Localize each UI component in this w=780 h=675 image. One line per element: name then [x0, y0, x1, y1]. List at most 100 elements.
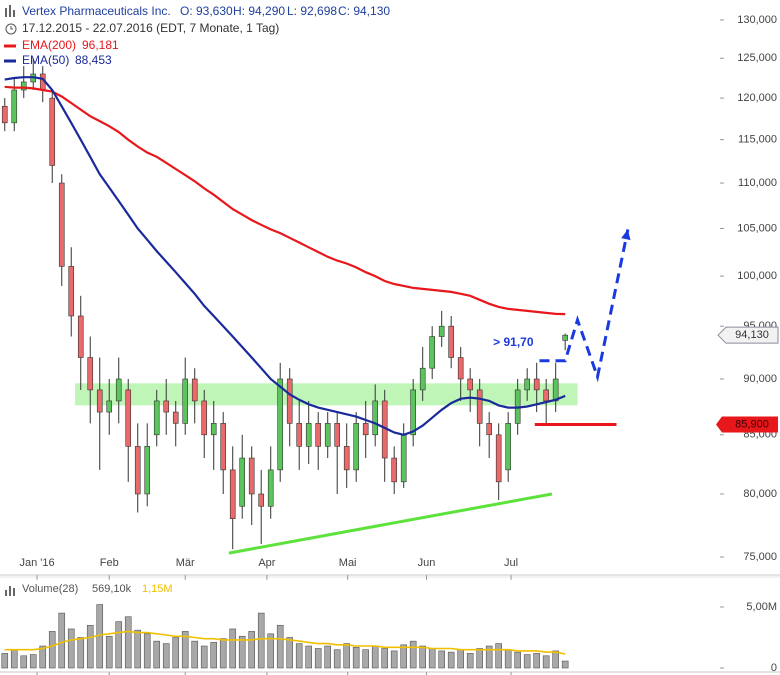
volume-bar — [29, 654, 37, 669]
x-tick-label: Apr — [258, 557, 275, 569]
volume-bar — [257, 612, 265, 669]
quote-value: H: 94,290 — [233, 4, 285, 18]
candle-body — [486, 423, 492, 436]
candle-body — [277, 378, 284, 471]
volume-bar — [504, 649, 512, 669]
volume-bar — [86, 624, 94, 669]
candle-body — [467, 378, 473, 391]
candle-body — [58, 182, 65, 267]
volume-bar — [10, 649, 18, 669]
volume-bar — [381, 648, 388, 669]
candle-body — [343, 446, 350, 471]
last-price-label: 94,130 — [735, 329, 769, 341]
volume-bar — [409, 640, 417, 669]
candle-body — [153, 400, 160, 436]
volume-title: Volume(28) — [22, 583, 78, 595]
candle-body — [267, 469, 274, 507]
clock-hand — [10, 26, 13, 30]
candle-body — [429, 336, 435, 369]
volume-bar — [476, 648, 483, 669]
volume-bar — [343, 643, 351, 669]
volume-icon — [13, 588, 15, 596]
quote-value: O: 93,630 — [180, 4, 233, 18]
candle-body — [1, 105, 8, 124]
quote-value: C: 94,130 — [338, 4, 390, 18]
level-label: 85,900 — [735, 418, 769, 430]
support-zone — [75, 383, 578, 406]
volume-bar — [438, 650, 445, 669]
candle-body — [210, 423, 217, 436]
volume-icon — [5, 590, 7, 596]
candle-body — [438, 325, 445, 337]
y-tick-label: 120,000 — [737, 92, 777, 104]
volume-bar — [267, 633, 275, 669]
volume-bar — [333, 649, 341, 669]
candle-body — [315, 423, 322, 447]
volume-bar — [400, 644, 407, 669]
volume-bar — [58, 612, 66, 669]
chart-icon — [5, 8, 7, 17]
volume-bar — [495, 643, 502, 669]
volume-bar — [248, 631, 256, 669]
candle-body — [96, 389, 103, 413]
volume-bar — [542, 655, 550, 669]
level-box-arrow — [716, 416, 722, 433]
volume-bar — [362, 649, 369, 669]
candle-body — [125, 389, 132, 447]
volume-bar — [352, 646, 360, 669]
y-tick-label: 5,00M — [746, 601, 777, 613]
candle-body — [562, 334, 568, 341]
legend-value: 88,453 — [75, 53, 112, 67]
candle-body — [134, 446, 141, 495]
quote-value: L: 92,698 — [287, 4, 337, 18]
volume-bar — [514, 651, 521, 669]
volume-bar — [20, 655, 28, 669]
candle-body — [239, 457, 246, 507]
x-tick-label: Jan '16 — [19, 557, 54, 569]
volume-bar — [229, 628, 237, 669]
volume-average — [4, 630, 566, 655]
chart-icon — [13, 10, 15, 17]
candle-body — [163, 400, 170, 413]
volume-bar — [371, 645, 379, 669]
candle-body — [248, 457, 255, 495]
volume-bar — [466, 653, 474, 669]
x-tick-label: Mai — [339, 557, 357, 569]
candle-body — [305, 423, 312, 447]
y-tick-label: 75,000 — [743, 551, 777, 563]
y-tick-label: 0 — [771, 662, 777, 674]
y-tick-label: 105,000 — [737, 222, 777, 234]
candle-body — [191, 378, 198, 402]
volume-bar — [457, 649, 464, 669]
volume-bar — [419, 645, 426, 669]
volume-bar — [561, 660, 569, 669]
volume-bar — [67, 628, 75, 669]
chart-icon — [9, 5, 11, 17]
candle-body — [476, 389, 483, 424]
y-tick-label: 90,000 — [743, 373, 777, 385]
volume-bar — [210, 642, 218, 669]
y-tick-label: 125,000 — [737, 52, 777, 64]
volume-bar — [153, 640, 161, 669]
volume-bar — [48, 631, 56, 669]
x-tick-label: Mär — [176, 557, 195, 569]
volume-bar — [276, 624, 284, 669]
chart-title: Vertex Pharmaceuticals Inc. — [22, 4, 171, 18]
volume-bar — [238, 635, 246, 669]
candle-body — [362, 423, 369, 436]
volume-bar — [143, 633, 151, 669]
candle-body — [410, 389, 416, 436]
candle-body — [11, 89, 18, 124]
candle-body — [524, 378, 530, 391]
legend-label: EMA(200) — [22, 38, 76, 52]
ema-line — [4, 85, 566, 316]
candle-body — [49, 97, 56, 166]
volume-bar — [200, 645, 208, 669]
y-tick-label: 115,000 — [738, 134, 777, 146]
legend-value: 96,181 — [82, 38, 119, 52]
projection-label: > 91,70 — [493, 335, 534, 349]
candle-body — [391, 457, 397, 483]
volume-bar — [172, 637, 180, 669]
